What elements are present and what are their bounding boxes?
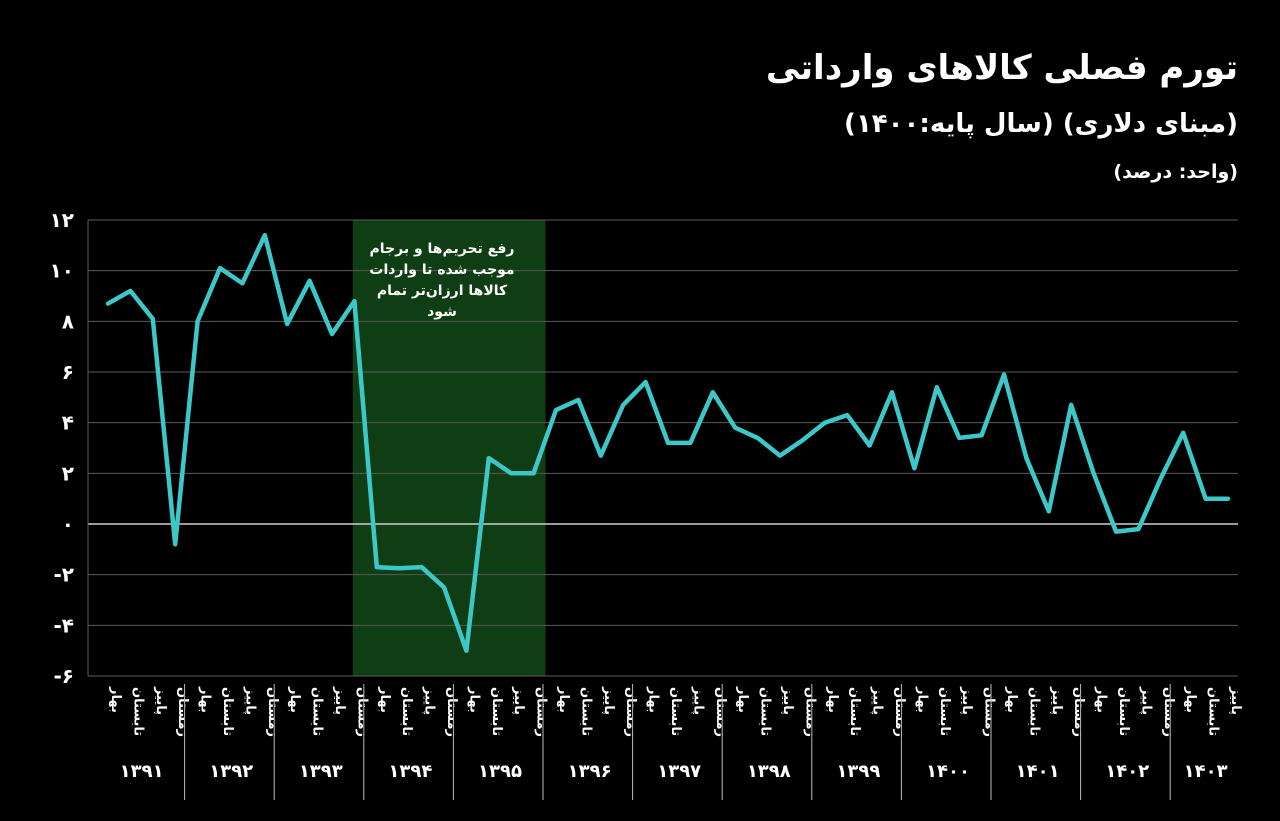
x-year-label: ۱۴۰۰ (926, 761, 970, 782)
x-quarter-label: زمستان (1161, 687, 1176, 737)
x-year-label: ۱۳۹۸ (747, 761, 791, 782)
x-quarter-label: پاییز (242, 686, 257, 715)
chart-unit: (واحد: درصد) (1113, 161, 1238, 183)
x-quarter-label: تابستان (1206, 687, 1221, 736)
x-quarter-label: تابستان (847, 687, 862, 736)
x-quarter-label: تابستان (220, 687, 235, 736)
y-tick-label: ۰ (62, 512, 74, 536)
x-quarter-label: پاییز (422, 686, 437, 715)
x-quarter-label: پاییز (153, 686, 168, 715)
x-quarter-label: زمستان (802, 687, 817, 737)
x-quarter-label: بهار (735, 686, 750, 713)
annotation-line: موجب شده تا واردات (369, 262, 514, 278)
x-year-label: ۱۳۹۴ (388, 761, 432, 782)
x-quarter-label: زمستان (444, 687, 459, 737)
x-quarter-label: تابستان (668, 687, 683, 736)
x-quarter-label: بهار (287, 686, 302, 713)
x-year-label: ۱۳۹۷ (657, 761, 701, 782)
x-quarter-label: پاییز (690, 686, 705, 715)
x-year-label: ۱۳۹۳ (299, 761, 343, 782)
x-quarter-label: تابستان (937, 687, 952, 736)
x-year-label: ۱۳۹۲ (209, 761, 253, 782)
x-year-label: ۱۴۰۱ (1016, 761, 1060, 782)
x-quarter-label: تابستان (1116, 687, 1131, 736)
chart-title: تورم فصلی کالاهای وارداتی (765, 48, 1238, 88)
x-quarter-label: پاییز (1138, 686, 1153, 715)
x-quarter-label: زمستان (265, 687, 280, 737)
x-quarter-label: تابستان (578, 687, 593, 736)
x-quarter-label: تابستان (489, 687, 504, 736)
x-quarter-label: بهار (1094, 686, 1109, 713)
x-quarter-label: تابستان (130, 687, 145, 736)
title-block: تورم فصلی کالاهای وارداتی (مبنای دلاری) … (766, 40, 1238, 188)
x-quarter-label: بهار (825, 686, 840, 713)
x-quarter-label: بهار (1004, 686, 1019, 713)
annotation-line: شود (427, 304, 457, 320)
x-quarter-label: زمستان (1071, 687, 1086, 737)
x-quarter-label: پاییز (511, 686, 526, 715)
y-tick-label: ۲ (62, 461, 74, 485)
y-tick-label: ۶ (62, 360, 74, 384)
annotation-line: کالاها ارزان‌تر تمام (377, 283, 508, 299)
y-tick-label: -۶ (53, 664, 74, 688)
x-quarter-label: زمستان (892, 687, 907, 737)
x-quarter-label: تابستان (399, 687, 414, 736)
x-quarter-label: بهار (556, 686, 571, 713)
x-quarter-label: بهار (108, 686, 123, 713)
y-tick-label: ۴ (62, 411, 74, 435)
x-quarter-label: پاییز (601, 686, 616, 715)
x-year-label: ۱۴۰۳ (1184, 761, 1228, 782)
x-quarter-label: تابستان (1026, 687, 1041, 736)
x-quarter-label: بهار (377, 686, 392, 713)
x-quarter-label: بهار (1183, 686, 1198, 713)
x-quarter-label: پاییز (332, 686, 347, 715)
x-quarter-label: پاییز (1049, 686, 1064, 715)
x-year-label: ۱۴۰۲ (1105, 761, 1149, 782)
y-tick-label: -۴ (53, 613, 74, 637)
x-year-label: ۱۳۹۶ (568, 761, 612, 782)
x-quarter-label: زمستان (982, 687, 997, 737)
y-tick-label: ۱۲ (50, 208, 74, 232)
x-quarter-label: پاییز (780, 686, 795, 715)
x-quarter-label: پاییز (1228, 686, 1243, 715)
x-year-label: ۱۳۹۱ (120, 761, 164, 782)
x-quarter-label: بهار (646, 686, 661, 713)
x-quarter-label: پاییز (870, 686, 885, 715)
series-line (105, 232, 1231, 653)
x-quarter-label: پاییز (959, 686, 974, 715)
x-quarter-label: بهار (914, 686, 929, 713)
x-year-label: ۱۳۹۵ (478, 761, 522, 782)
x-quarter-label: تابستان (310, 687, 325, 736)
x-year-label: ۱۳۹۹ (836, 761, 880, 782)
x-quarter-label: زمستان (354, 687, 369, 737)
x-quarter-label: زمستان (175, 687, 190, 737)
y-tick-label: -۲ (53, 563, 74, 587)
chart-subtitle: (مبنای دلاری) (سال پایه:۱۴۰۰) (844, 109, 1238, 139)
annotation-line: رفع تحریم‌ها و برجام (370, 241, 515, 257)
x-quarter-label: زمستان (534, 687, 549, 737)
x-quarter-label: زمستان (623, 687, 638, 737)
y-tick-label: ۱۰ (50, 259, 74, 283)
x-quarter-label: تابستان (758, 687, 773, 736)
x-quarter-label: بهار (466, 686, 481, 713)
y-tick-label: ۸ (62, 309, 74, 333)
x-quarter-label: زمستان (713, 687, 728, 737)
x-quarter-label: بهار (198, 686, 213, 713)
